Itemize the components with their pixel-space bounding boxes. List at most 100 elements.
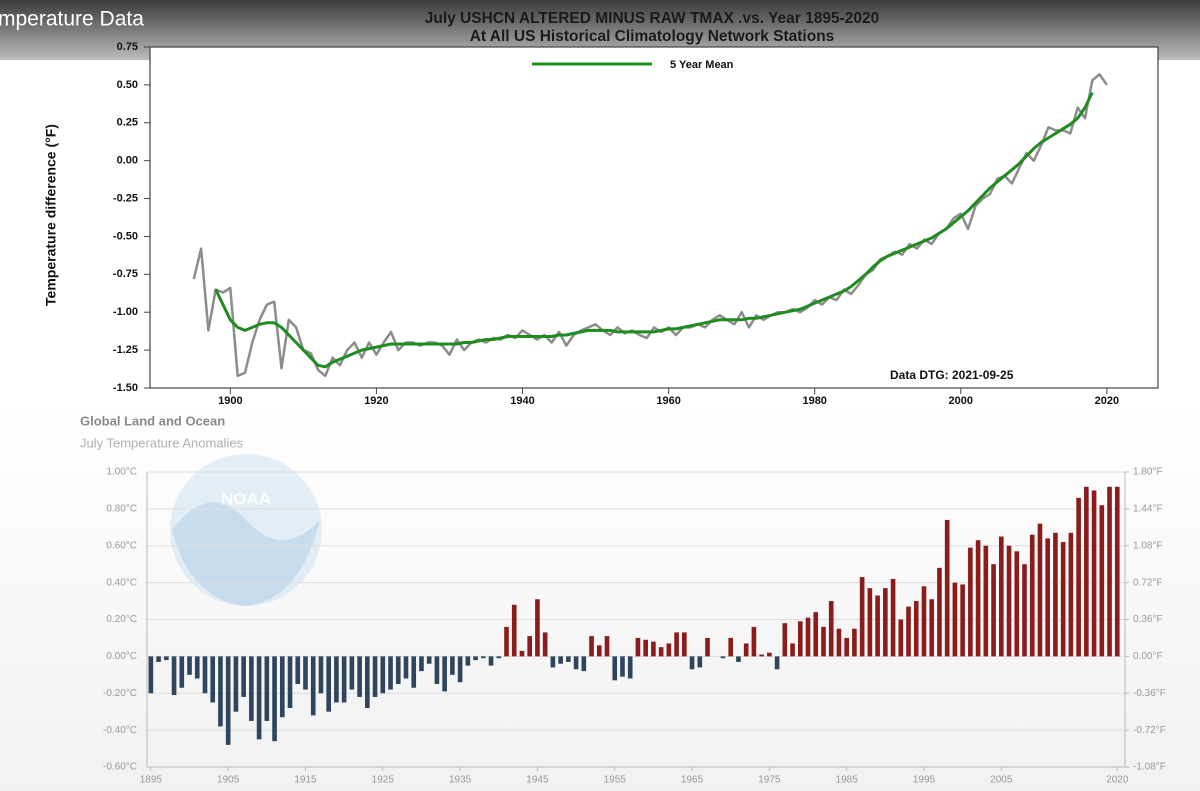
bar [620,656,625,677]
bar [303,656,308,690]
y2-tick-label: -0.36°F [1133,688,1166,699]
bar [1045,538,1051,657]
annotation: Data DTG: 2021-09-25 [890,368,1014,382]
y-tick-label: 0.60°C [106,540,137,551]
bar [828,601,834,657]
legend-label: 5 Year Mean [670,59,734,71]
bar [635,637,641,657]
bar [604,636,610,657]
chart-subtitle: At All US Historical Climatology Network… [470,28,835,45]
bar [225,656,231,745]
logo-text: NOAA [221,489,271,508]
bar [550,656,556,668]
y-tick-label: -1.50 [113,382,138,394]
x-tick-label: 1905 [217,775,240,786]
bar [821,626,826,657]
bar [573,656,579,670]
bar [164,656,169,661]
bar [728,637,734,657]
bar [627,656,633,679]
x-tick-label: 1965 [681,775,704,786]
x-tick-label: 1900 [218,395,242,407]
bar [310,656,316,716]
y2-tick-label: 1.44°F [1133,504,1163,515]
bar [743,643,749,657]
bar [612,656,618,681]
bar [542,632,548,657]
y-tick-label: 0.75 [117,41,138,53]
bar [805,617,811,657]
bar [921,586,927,657]
bar [751,626,757,657]
x-tick-label: 1955 [604,775,627,786]
bar [426,656,432,664]
bar [434,656,440,685]
bar [944,519,950,657]
x-tick-label: 1915 [294,775,317,786]
series-line [214,91,1094,369]
y-tick-label: -0.60°C [103,762,137,773]
x-tick-label: 2020 [1095,395,1119,407]
bar [457,656,463,683]
bar [480,656,486,659]
plot-area [149,46,1159,389]
bar [419,656,424,672]
bar [844,637,849,657]
y-tick-label: 0.25 [117,117,138,129]
bar [287,656,293,708]
bar [774,656,780,670]
bar [689,656,695,670]
x-tick-label: 2020 [1106,775,1129,786]
bar [859,577,865,657]
bar [334,656,339,703]
x-tick-label: 2005 [990,775,1013,786]
y-tick-label: 0.50 [117,79,138,91]
bar [272,656,277,742]
x-tick-label: 1920 [364,395,388,407]
bar [256,656,262,740]
bar [519,650,525,657]
x-tick-label: 1980 [802,395,826,407]
bar [1022,564,1027,657]
bar [651,641,656,657]
bar [705,637,710,657]
bar [643,639,648,657]
y2-tick-label: 1.80°F [1133,467,1163,478]
bar [558,656,563,664]
bar [295,656,301,685]
bar [736,656,741,662]
y-tick-label: -0.75 [113,268,138,280]
bar [790,643,795,657]
y-tick-label: 1.00°C [106,467,137,478]
bar [465,656,471,666]
bar [883,588,888,657]
bar [341,656,347,703]
bar [596,645,602,657]
bar [890,578,896,657]
lower-panel [0,405,1200,791]
y2-tick-label: 1.08°F [1133,540,1163,551]
bar [960,584,965,657]
bar [782,623,788,657]
bar [1053,532,1058,657]
bar [496,656,502,659]
bar [442,656,447,692]
bar [179,656,185,688]
bar [365,656,370,708]
x-tick-label: 1925 [372,775,395,786]
bar [682,632,687,657]
bar [264,656,270,721]
y-tick-label: 0.00 [117,155,138,167]
chart-title: July USHCN ALTERED MINUS RAW TMAX .vs. Y… [425,10,880,27]
bar [720,656,726,659]
bar [566,656,571,662]
y-tick-label: -0.20°C [103,688,137,699]
y-tick-label: -0.25 [113,192,138,204]
bar [906,606,911,657]
bar [674,632,679,657]
x-tick-label: 1960 [656,395,680,407]
x-tick-label: 1985 [836,775,859,786]
y2-tick-label: 0.72°F [1133,577,1163,588]
bar [1014,551,1020,657]
